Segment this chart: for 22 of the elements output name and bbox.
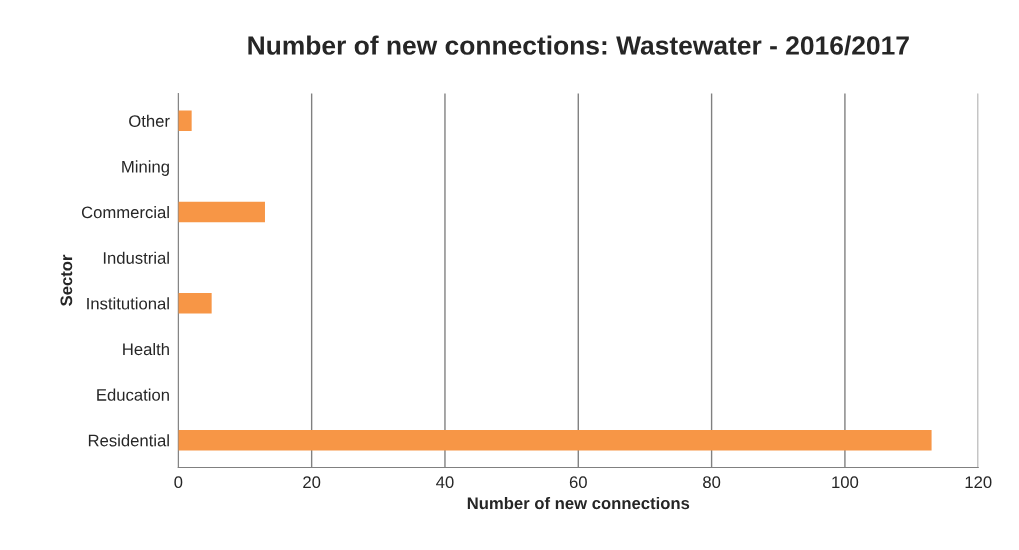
x-tick-label: 120 bbox=[965, 476, 992, 489]
x-tick-label: 100 bbox=[832, 476, 859, 489]
y-tick-label: Commercial bbox=[81, 206, 169, 219]
x-axis-title: Number of new connections bbox=[467, 496, 690, 510]
x-tick-label: 0 bbox=[174, 476, 183, 489]
y-axis-title: Sector bbox=[60, 254, 73, 306]
bar bbox=[178, 110, 192, 132]
y-tick-label: Education bbox=[97, 388, 169, 401]
x-tick-label: 60 bbox=[569, 476, 587, 489]
y-tick-label: Industrial bbox=[103, 251, 169, 264]
y-tick-label: Mining bbox=[122, 160, 169, 176]
x-tick-label: 20 bbox=[303, 476, 321, 489]
y-tick-label: Institutional bbox=[87, 297, 169, 310]
chart-title: Number of new connections: Wastewater - 2016/2017 bbox=[248, 35, 909, 56]
bar bbox=[178, 429, 932, 451]
x-tick-label: 40 bbox=[436, 476, 454, 489]
bar bbox=[178, 201, 265, 223]
y-tick-label: Health bbox=[123, 342, 169, 356]
bar bbox=[178, 293, 212, 314]
x-tick-label: 80 bbox=[703, 476, 721, 489]
y-tick-label: Residential bbox=[88, 434, 169, 447]
y-tick-label: Other bbox=[129, 114, 170, 127]
